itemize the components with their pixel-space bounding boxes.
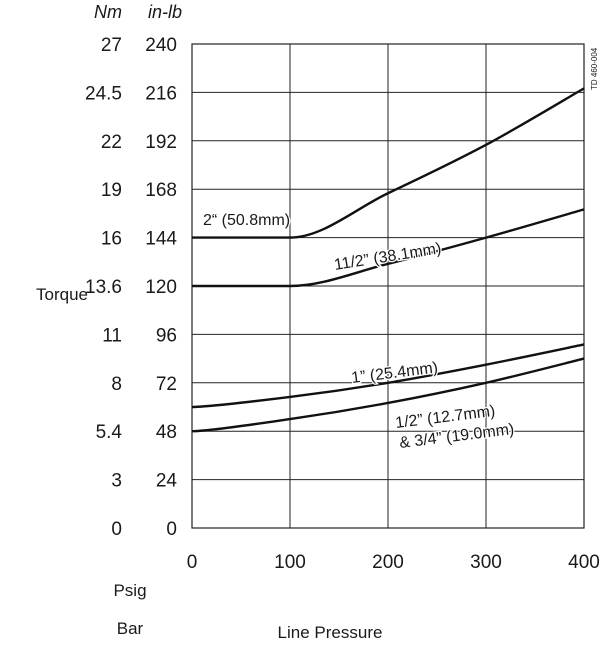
y-tick-label-inlb: 168 bbox=[145, 180, 177, 201]
series-line-1 bbox=[192, 208, 585, 288]
series-label-2in: 2“ (50.8mm) bbox=[203, 212, 290, 229]
x-tick-label: 300 bbox=[470, 552, 502, 573]
y-tick-label-inlb: 216 bbox=[145, 83, 177, 104]
series-lines bbox=[191, 87, 585, 433]
x-unit-psig: Psig bbox=[113, 581, 146, 600]
y-tick-label-inlb: 48 bbox=[156, 422, 177, 443]
y-tick-label-nm: 19 bbox=[101, 180, 122, 201]
y-tick-label-inlb: 0 bbox=[166, 519, 177, 540]
series-line-3 bbox=[191, 357, 585, 433]
y-tick-label-nm: 0 bbox=[111, 519, 122, 540]
x-tick-label: 200 bbox=[372, 552, 404, 573]
series-line-2 bbox=[191, 343, 585, 409]
y-tick-label-inlb: 24 bbox=[156, 471, 178, 492]
y-unit-nm: Nm bbox=[94, 2, 122, 22]
document-code: TD 460-004 bbox=[590, 47, 599, 90]
x-unit-bar: Bar bbox=[117, 619, 144, 638]
y-tick-label-nm: 5.4 bbox=[96, 422, 123, 443]
y-tick-label-nm: 8 bbox=[111, 374, 122, 395]
series-line-0 bbox=[192, 87, 585, 239]
y-tick-label-nm: 13.6 bbox=[85, 277, 122, 298]
x-tick-label: 0 bbox=[187, 552, 198, 573]
y-tick-label-nm: 24.5 bbox=[85, 83, 122, 104]
y-tick-label-nm: 3 bbox=[111, 471, 122, 492]
y-tick-label-nm: 22 bbox=[101, 132, 122, 153]
y-tick-label-inlb: 192 bbox=[145, 132, 177, 153]
y-tick-label-inlb: 96 bbox=[156, 325, 177, 346]
x-tick-label: 100 bbox=[274, 552, 306, 573]
y-tick-label-nm: 16 bbox=[101, 229, 122, 250]
x-axis-label: Line Pressure bbox=[278, 623, 383, 642]
y-tick-label-inlb: 144 bbox=[145, 229, 177, 250]
y-tick-label-nm: 11 bbox=[102, 325, 122, 346]
y-tick-label-inlb: 240 bbox=[145, 35, 177, 56]
y-tick-label-inlb: 72 bbox=[156, 374, 177, 395]
y-tick-label-inlb: 120 bbox=[145, 277, 177, 298]
y-tick-label-nm: 27 bbox=[101, 35, 122, 56]
tick-labels: 0 100 200 300 40000243485.4728961112013.6144… bbox=[85, 35, 600, 573]
y-unit-inlb: in-lb bbox=[148, 2, 182, 22]
y-axis-label: Torque bbox=[36, 285, 88, 304]
x-tick-label: 400 bbox=[568, 552, 600, 573]
